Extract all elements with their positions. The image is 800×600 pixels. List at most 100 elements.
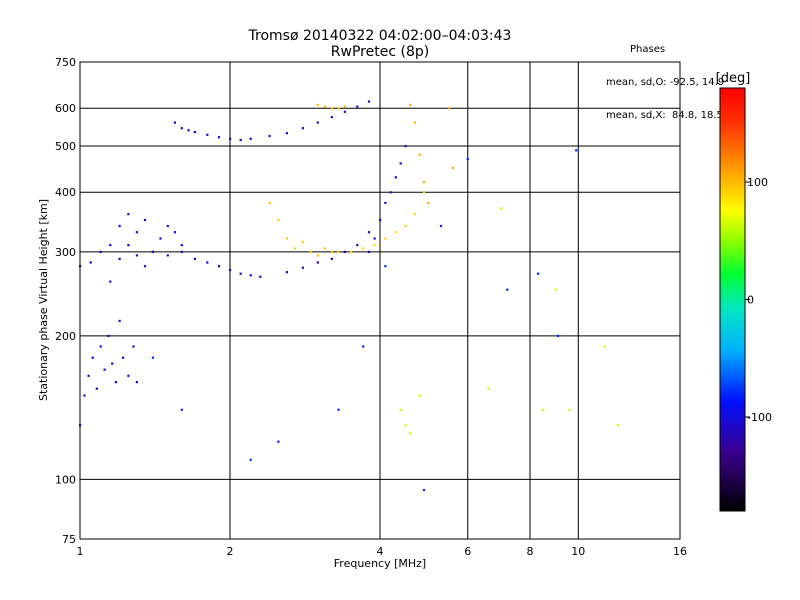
data-point bbox=[362, 247, 365, 250]
data-point bbox=[301, 266, 304, 269]
data-point bbox=[384, 237, 387, 240]
data-point bbox=[109, 244, 112, 247]
data-point bbox=[367, 231, 371, 234]
data-point bbox=[409, 432, 412, 435]
y-tick-label: 500 bbox=[55, 140, 76, 153]
data-point bbox=[379, 218, 382, 222]
data-point bbox=[127, 374, 130, 377]
data-point bbox=[500, 207, 503, 210]
data-point bbox=[316, 254, 319, 257]
data-point bbox=[95, 387, 98, 390]
data-point bbox=[259, 275, 262, 278]
data-point bbox=[316, 261, 319, 264]
colorbar-tick-label: 0 bbox=[747, 294, 754, 307]
data-point bbox=[249, 137, 252, 140]
data-point bbox=[447, 107, 451, 110]
chart-title-line2: RwPretec (8p) bbox=[330, 44, 430, 60]
data-point bbox=[99, 345, 102, 348]
y-tick-label: 750 bbox=[55, 56, 76, 69]
data-point bbox=[537, 272, 540, 275]
data-point bbox=[87, 374, 90, 377]
data-point bbox=[217, 265, 221, 268]
data-point bbox=[542, 408, 545, 411]
data-point bbox=[229, 268, 232, 271]
data-point bbox=[323, 247, 326, 250]
data-point bbox=[239, 138, 242, 142]
data-point bbox=[89, 261, 92, 264]
data-point bbox=[217, 136, 221, 139]
data-point bbox=[330, 257, 333, 260]
data-point bbox=[285, 132, 288, 135]
data-point bbox=[285, 237, 288, 240]
data-point bbox=[362, 345, 365, 348]
data-point bbox=[394, 176, 397, 179]
data-point bbox=[107, 334, 110, 337]
data-point bbox=[556, 334, 560, 337]
data-point bbox=[603, 345, 606, 348]
data-point bbox=[309, 250, 312, 253]
chart-title: Tromsø 20140322 04:02:00–04:03:43 RwPret… bbox=[230, 28, 530, 60]
x-tick-label: 16 bbox=[673, 545, 687, 558]
y-axis: 75 100 200 300 400 500 600 750 bbox=[55, 56, 76, 546]
colorbar-tick-label: 100 bbox=[747, 176, 768, 189]
data-point bbox=[187, 129, 190, 132]
data-point bbox=[506, 288, 509, 291]
data-point bbox=[135, 254, 138, 257]
data-point bbox=[83, 394, 86, 397]
data-point bbox=[249, 458, 252, 461]
data-point bbox=[343, 105, 346, 108]
y-tick-label: 100 bbox=[55, 473, 76, 486]
x-tick-label: 4 bbox=[377, 545, 384, 558]
data-point bbox=[487, 387, 490, 390]
data-point bbox=[180, 408, 183, 411]
data-point bbox=[135, 231, 138, 234]
data-point bbox=[343, 110, 346, 113]
colorbar-ticks: 100 0 -100 bbox=[745, 176, 772, 424]
data-point bbox=[166, 254, 169, 257]
data-point bbox=[418, 394, 421, 397]
data-point bbox=[427, 201, 430, 204]
y-tick-label: 300 bbox=[55, 246, 76, 259]
data-point bbox=[399, 162, 402, 165]
y-tick-label: 75 bbox=[62, 533, 76, 546]
data-point bbox=[143, 265, 147, 268]
data-point bbox=[337, 107, 340, 110]
data-point bbox=[132, 345, 135, 348]
phase-stats-x: mean, sd,X: 84.8, 18.5 bbox=[606, 110, 723, 121]
y-tick-label: 400 bbox=[55, 186, 76, 199]
data-point bbox=[114, 381, 117, 384]
data-point bbox=[268, 134, 271, 138]
data-point bbox=[350, 250, 353, 253]
data-point bbox=[384, 201, 387, 204]
data-point bbox=[151, 250, 154, 253]
data-point bbox=[404, 424, 407, 427]
data-point bbox=[285, 271, 288, 274]
data-point bbox=[103, 368, 106, 371]
data-point bbox=[439, 224, 443, 228]
data-point bbox=[127, 244, 130, 247]
y-axis-label: Stationary phase Virtual Height [km] bbox=[37, 199, 50, 401]
data-point bbox=[268, 201, 271, 204]
data-point bbox=[166, 224, 169, 228]
data-point bbox=[229, 137, 232, 140]
data-point bbox=[575, 149, 578, 152]
data-point bbox=[99, 250, 102, 253]
data-point bbox=[384, 265, 387, 268]
x-tick-label: 1 bbox=[77, 545, 84, 558]
data-point bbox=[422, 191, 426, 194]
data-point bbox=[404, 224, 407, 228]
data-point bbox=[373, 244, 376, 247]
data-point bbox=[143, 218, 147, 222]
data-point bbox=[330, 250, 333, 253]
data-point bbox=[413, 121, 417, 124]
colorbar-label: [deg] bbox=[716, 71, 751, 86]
data-point bbox=[323, 105, 326, 108]
data-point bbox=[409, 103, 412, 106]
x-tick-label: 10 bbox=[571, 545, 585, 558]
data-point bbox=[554, 288, 557, 291]
x-tick-label: 2 bbox=[227, 545, 234, 558]
data-point bbox=[135, 381, 138, 384]
data-point bbox=[206, 133, 209, 136]
data-point bbox=[356, 105, 359, 108]
data-point bbox=[316, 121, 319, 124]
